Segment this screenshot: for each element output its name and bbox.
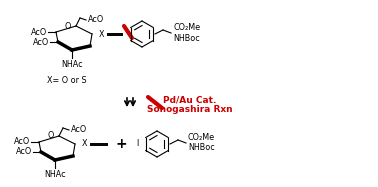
Text: NHAc: NHAc [44,170,66,179]
Text: AcO: AcO [16,148,32,157]
Text: +: + [115,137,127,151]
Text: AcO: AcO [31,27,47,36]
Text: CO₂Me: CO₂Me [188,133,215,142]
Text: X: X [99,30,105,39]
Text: X= O or S: X= O or S [47,76,87,85]
Text: O: O [65,22,71,30]
Text: AcO: AcO [71,125,87,134]
Text: X: X [82,140,88,148]
Text: NHBoc: NHBoc [173,33,200,42]
Text: AcO: AcO [33,38,49,47]
Text: O: O [48,131,54,140]
Text: NHAc: NHAc [61,60,83,69]
Text: Sonogashira Rxn: Sonogashira Rxn [147,105,233,114]
Text: I: I [136,140,138,148]
Text: AcO: AcO [14,137,30,146]
Text: CO₂Me: CO₂Me [173,22,200,31]
Text: AcO: AcO [88,15,104,24]
Text: NHBoc: NHBoc [188,143,215,153]
Text: Pd/Au Cat.: Pd/Au Cat. [163,96,217,105]
